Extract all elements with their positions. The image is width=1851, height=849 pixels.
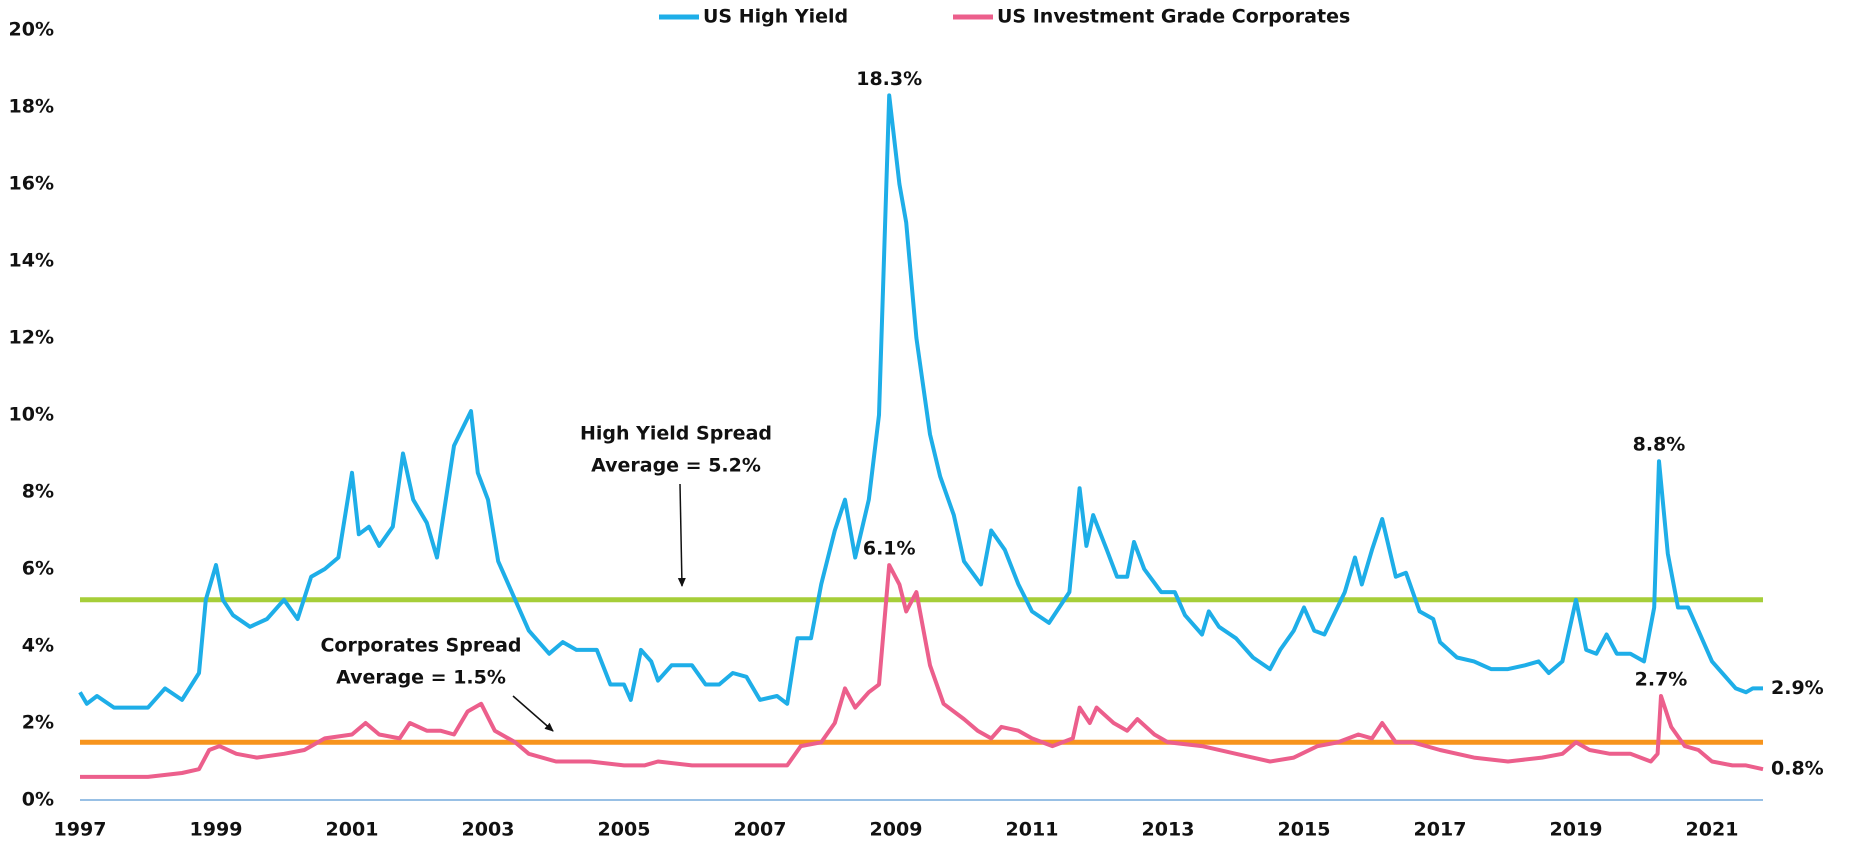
x-tick-label: 2009 bbox=[870, 819, 923, 841]
value-label: 2.9% bbox=[1771, 677, 1824, 699]
annotation: High Yield Spread bbox=[580, 423, 772, 445]
series-layer bbox=[78, 93, 1764, 779]
annotation-arrow bbox=[512, 695, 554, 732]
series-line bbox=[78, 93, 1763, 710]
x-tick-label: 2019 bbox=[1550, 819, 1603, 841]
x-tick-label: 2015 bbox=[1278, 819, 1331, 841]
value-label: 8.8% bbox=[1633, 434, 1686, 456]
reference-layer bbox=[80, 597, 1763, 801]
y-tick-label: 10% bbox=[9, 404, 54, 426]
y-tick-label: 14% bbox=[9, 250, 54, 272]
y-tick-label: 0% bbox=[22, 789, 54, 811]
x-tick-label: 2017 bbox=[1414, 819, 1467, 841]
x-tick-label: 1997 bbox=[54, 819, 107, 841]
legend-label: US High Yield bbox=[703, 6, 848, 28]
y-tick-label: 8% bbox=[22, 481, 54, 503]
annotation: Corporates Spread bbox=[320, 635, 521, 657]
annotation-arrow bbox=[677, 483, 686, 587]
x-tick-label: 2013 bbox=[1142, 819, 1195, 841]
annotation: Average = 1.5% bbox=[336, 667, 506, 689]
x-tick-label: 2007 bbox=[734, 819, 787, 841]
y-tick-label: 2% bbox=[22, 712, 54, 734]
x-tick-label: 2001 bbox=[326, 819, 379, 841]
legend-label: US Investment Grade Corporates bbox=[997, 6, 1350, 28]
y-tick-label: 18% bbox=[9, 96, 54, 118]
x-tick-label: 1999 bbox=[190, 819, 243, 841]
text-layer: High Yield Spread Average = 5.2% Corpora… bbox=[9, 6, 1824, 841]
x-tick-label: 2021 bbox=[1686, 819, 1739, 841]
value-label: 6.1% bbox=[863, 538, 916, 560]
y-tick-label: 20% bbox=[9, 19, 54, 41]
value-label: 2.7% bbox=[1635, 669, 1688, 691]
annotation: Average = 5.2% bbox=[591, 455, 761, 477]
x-tick-label: 2005 bbox=[598, 819, 651, 841]
value-label: 18.3% bbox=[856, 68, 922, 90]
value-label: 0.8% bbox=[1771, 758, 1824, 780]
y-tick-label: 12% bbox=[9, 327, 54, 349]
y-tick-label: 4% bbox=[22, 635, 54, 657]
x-tick-label: 2011 bbox=[1006, 819, 1059, 841]
y-tick-label: 16% bbox=[9, 173, 54, 195]
y-tick-label: 6% bbox=[22, 558, 54, 580]
x-tick-label: 2003 bbox=[462, 819, 515, 841]
series-line bbox=[80, 563, 1764, 779]
